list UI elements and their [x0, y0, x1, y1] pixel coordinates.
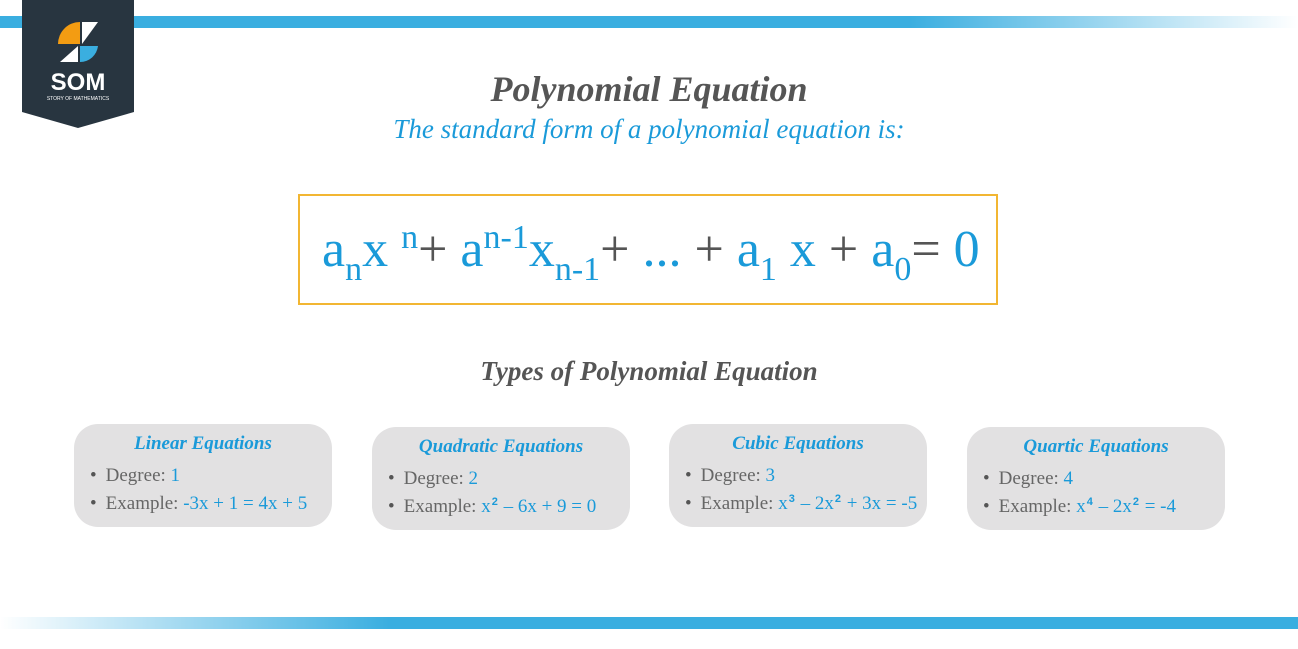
example-value: -3x + 1 = 4x + 5 — [183, 493, 307, 514]
equation-type-card: Linear Equations Degree: 1 Example: -3x … — [74, 424, 332, 527]
equation-part: x — [528, 221, 555, 278]
equation-box: anx n+ an-1xn-1+ ... + a1 x + a0= 0 — [298, 194, 998, 305]
equation-part: n — [401, 219, 419, 256]
card-title: Linear Equations — [134, 433, 272, 454]
equation-part: x — [362, 221, 402, 278]
degree-item: Degree: 4 — [983, 465, 1176, 493]
equation-part: = -4 — [1139, 496, 1177, 517]
equation-part: + — [828, 221, 872, 278]
degree-value: 1 — [170, 465, 181, 486]
equation-part: 2 — [491, 496, 498, 508]
degree-label: Degree: — [700, 465, 761, 486]
card-title: Quartic Equations — [1023, 436, 1169, 457]
example-label: Example: — [403, 496, 477, 517]
degree-item: Degree: 1 — [90, 462, 307, 490]
equation-part: + — [600, 221, 643, 278]
degree-value: 4 — [1063, 468, 1074, 489]
degree-value: 3 — [765, 465, 776, 486]
equation-part: 2 — [1132, 496, 1139, 508]
example-label: Example: — [105, 493, 179, 514]
equation-part: n-1 — [554, 251, 601, 288]
equation-part: x — [481, 496, 491, 517]
equation-part: x — [776, 221, 829, 278]
equation-type-card: Quartic Equations Degree: 4 Example: x4 … — [967, 427, 1225, 530]
equation-part: 4 — [1086, 496, 1093, 508]
equation-part: – 2x — [795, 493, 834, 514]
example-value: x3 – 2x2 + 3x = -5 — [778, 493, 917, 514]
equation-part: 0 — [894, 251, 912, 288]
equation-type-card: Cubic Equations Degree: 3 Example: x3 – … — [669, 424, 927, 527]
degree-item: Degree: 2 — [388, 465, 596, 493]
subtitle: The standard form of a polynomial equati… — [393, 114, 905, 144]
degree-value: 2 — [468, 468, 479, 489]
equation-part: a — [871, 221, 895, 278]
equation-part: x — [1076, 496, 1086, 517]
equation-part: + — [418, 221, 461, 278]
equation-part: a — [736, 221, 760, 278]
degree-label: Degree: — [105, 465, 166, 486]
equation-part: – 2x — [1093, 496, 1132, 517]
example-item: Example: x4 – 2x2 = -4 — [983, 493, 1176, 521]
example-value: x2 – 6x + 9 = 0 — [481, 496, 596, 517]
equation-part: – 6x + 9 = 0 — [498, 496, 597, 517]
equation-part: x — [778, 493, 788, 514]
standard-form-equation: anx n+ an-1xn-1+ ... + a1 x + a0= 0 — [322, 210, 980, 290]
example-label: Example: — [998, 496, 1072, 517]
equation-part: + — [694, 221, 737, 278]
equation-part: n — [345, 251, 363, 288]
bottom-accent-bar — [0, 617, 1298, 629]
degree-label: Degree: — [403, 468, 464, 489]
page-title: Polynomial Equation — [490, 69, 808, 109]
som-logo: SOM STORY OF MATHEMATICS — [22, 0, 134, 128]
equation-part: 0 — [953, 221, 980, 278]
svg-text:STORY OF MATHEMATICS: STORY OF MATHEMATICS — [47, 96, 110, 102]
example-item: Example: x2 – 6x + 9 = 0 — [388, 493, 597, 521]
equation-part: -3x + 1 = 4x + 5 — [183, 493, 308, 514]
card-title: Quadratic Equations — [418, 436, 584, 457]
equation-part: n-1 — [483, 219, 529, 256]
example-value: x4 – 2x2 = -4 — [1076, 496, 1176, 517]
equation-part: a — [322, 221, 346, 278]
example-label: Example: — [700, 493, 774, 514]
example-item: Example: -3x + 1 = 4x + 5 — [90, 490, 308, 518]
top-accent-bar — [0, 16, 1298, 28]
equation-part: ... — [642, 221, 695, 278]
card-title: Cubic Equations — [732, 433, 864, 454]
types-heading: Types of Polynomial Equation — [480, 356, 818, 386]
equation-part: 3 — [788, 493, 795, 505]
equation-part: a — [460, 221, 484, 278]
degree-item: Degree: 3 — [685, 462, 917, 490]
equation-part: + 3x = -5 — [841, 493, 918, 514]
equation-part: 1 — [759, 251, 777, 288]
equation-part: 2 — [834, 493, 841, 505]
svg-text:SOM: SOM — [51, 69, 106, 96]
equation-type-card: Quadratic Equations Degree: 2 Example: x… — [372, 427, 630, 530]
degree-label: Degree: — [998, 468, 1059, 489]
equation-part: = — [911, 221, 954, 278]
example-item: Example: x3 – 2x2 + 3x = -5 — [685, 490, 918, 518]
